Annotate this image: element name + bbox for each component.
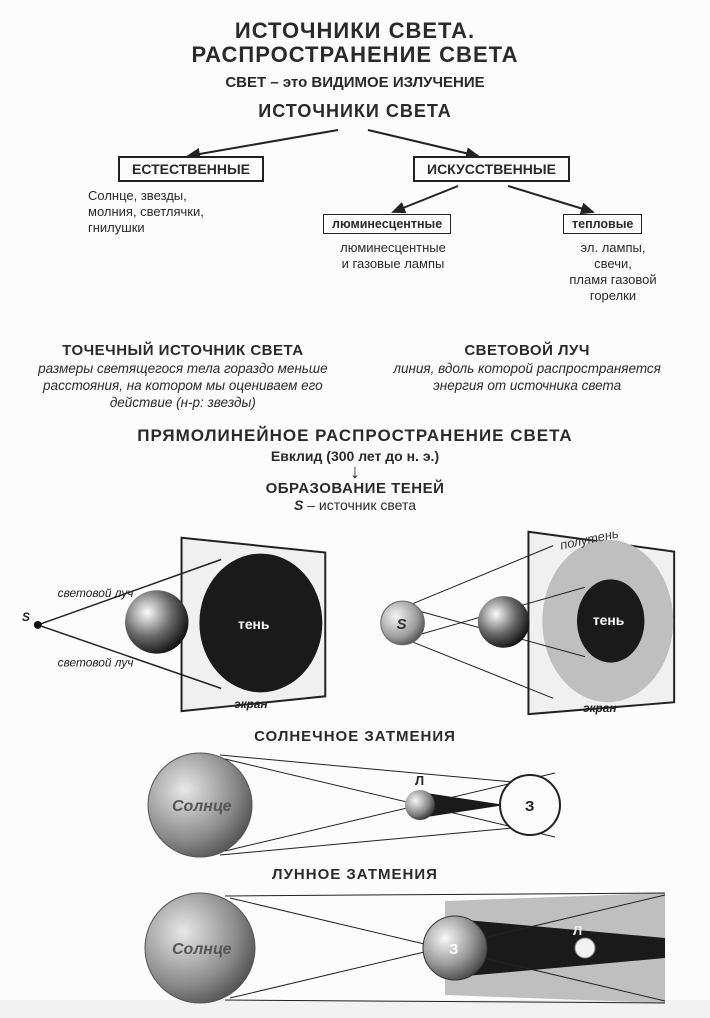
def-point-source: ТОЧЕЧНЫЙ ИСТОЧНИК СВЕТА размеры светящег… <box>24 342 342 412</box>
diagram-point-source: S световой луч световой луч тень экран <box>18 517 355 722</box>
label-moon-2: Л <box>573 923 582 938</box>
shadows-heading: ОБРАЗОВАНИЕ ТЕНЕЙ <box>18 480 692 497</box>
diagram-solar-eclipse: Солнце Л З <box>18 745 692 865</box>
label-shadow-2: тень <box>593 612 624 628</box>
sources-heading: ИСТОЧНИКИ СВЕТА <box>18 101 692 122</box>
label-sun-1: Солнце <box>172 798 232 815</box>
luminescent-examples: люминесцентныеи газовые лампы <box>308 240 478 272</box>
label-earth-2: З <box>449 941 458 958</box>
subtitle-rest: – это ВИДИМОЕ ИЗЛУЧЕНИЕ <box>266 74 484 91</box>
box-luminescent: люминесцентные <box>323 214 451 234</box>
label-S-1: S <box>22 610 30 624</box>
title-line-2: РАСПРОСТРАНЕНИЕ СВЕТА <box>18 42 692 68</box>
label-sun-2: Солнце <box>172 941 232 958</box>
label-screen-2: экран <box>583 701 617 715</box>
thermal-examples: эл. лампы,свечи,пламя газовойгорелки <box>538 240 688 303</box>
label-screen-1: экран <box>234 697 268 711</box>
def-ray: СВЕТОВОЙ ЛУЧ линия, вдоль которой распро… <box>368 342 686 412</box>
solar-heading: СОЛНЕЧНОЕ ЗАТМЕНИЯ <box>18 728 692 745</box>
physics-poster: ИСТОЧНИКИ СВЕТА. РАСПРОСТРАНЕНИЕ СВЕТА С… <box>0 0 710 1000</box>
def-point-body: размеры светящегося тела гораздо меньше … <box>24 361 342 412</box>
s-letter: S <box>294 497 303 513</box>
arrow-down-icon: ↓ <box>18 462 692 482</box>
box-artificial: ИСКУССТВЕННЫЕ <box>413 156 570 182</box>
subtitle: СВЕТ – это ВИДИМОЕ ИЗЛУЧЕНИЕ <box>18 74 692 91</box>
propagation-heading: ПРЯМОЛИНЕЙНОЕ РАСПРОСТРАНЕНИЕ СВЕТА <box>18 426 692 446</box>
label-S-2: S <box>397 617 407 633</box>
title-line-1: ИСТОЧНИКИ СВЕТА. <box>18 18 692 44</box>
label-shadow-1: тень <box>238 616 269 632</box>
label-moon-1: Л <box>415 773 424 788</box>
definitions-row: ТОЧЕЧНЫЙ ИСТОЧНИК СВЕТА размеры светящег… <box>18 342 692 412</box>
shadow-diagrams: S световой луч световой луч тень экран <box>18 517 692 722</box>
label-earth-1: З <box>525 798 534 815</box>
s-desc: – источник света <box>303 497 416 513</box>
box-natural: ЕСТЕСТВЕННЫЕ <box>118 156 264 182</box>
s-line: S – источник света <box>18 497 692 513</box>
natural-examples: Солнце, звезды,молния, светлячки,гнилушк… <box>88 188 298 236</box>
def-ray-body: линия, вдоль которой распространяется эн… <box>368 361 686 395</box>
diagram-lunar-eclipse: Солнце З Л <box>18 883 692 1013</box>
subtitle-prefix: СВЕТ <box>225 74 266 91</box>
def-ray-head: СВЕТОВОЙ ЛУЧ <box>368 342 686 359</box>
label-ray-bottom: световой луч <box>58 655 134 669</box>
box-thermal: тепловые <box>563 214 642 234</box>
classification-tree: ЕСТЕСТВЕННЫЕ Солнце, звезды,молния, свет… <box>18 126 692 336</box>
label-ray-top: световой луч <box>58 586 134 600</box>
def-point-head: ТОЧЕЧНЫЙ ИСТОЧНИК СВЕТА <box>24 342 342 359</box>
diagram-extended-source: S полутень тень экран <box>355 517 692 722</box>
lunar-heading: ЛУННОЕ ЗАТМЕНИЯ <box>18 866 692 883</box>
